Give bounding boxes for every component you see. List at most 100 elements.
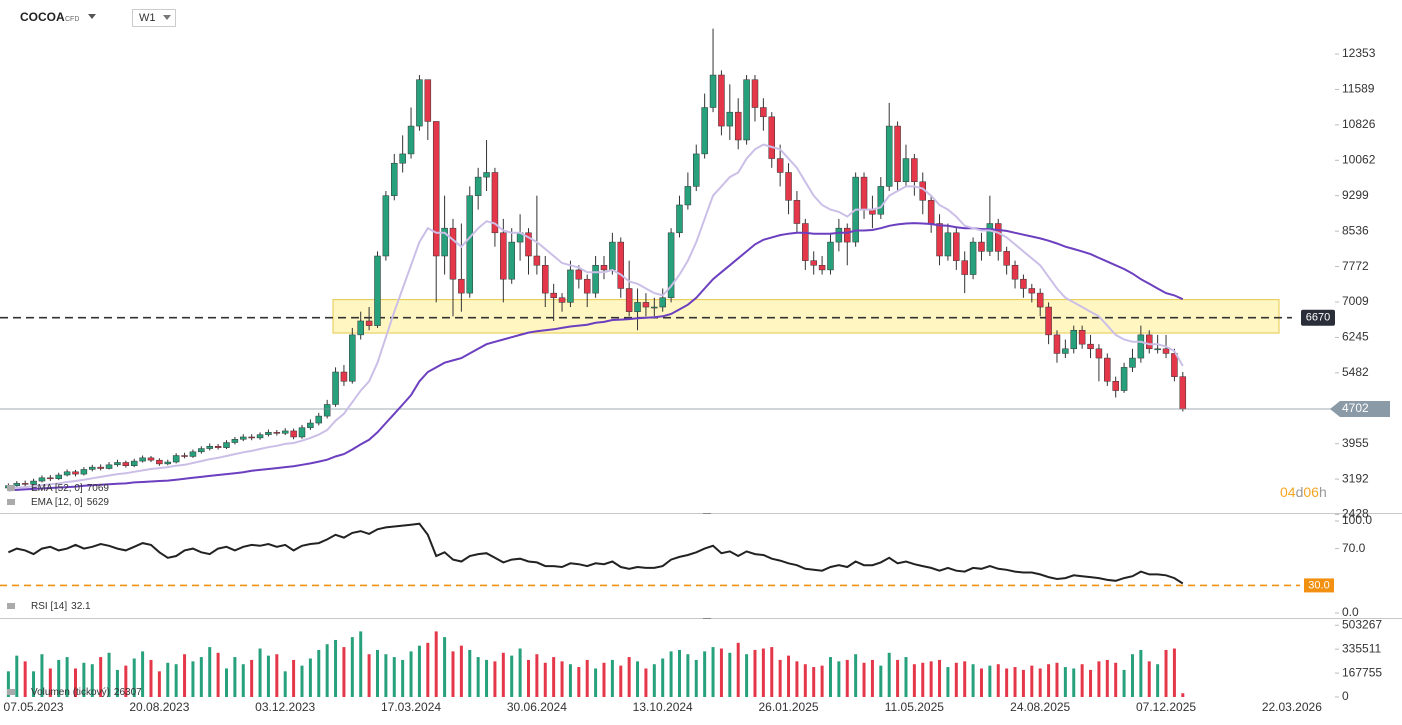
volume-bar	[32, 671, 36, 697]
x-tick-label: 30.06.2024	[507, 700, 567, 714]
volume-bar	[594, 668, 598, 697]
volume-bar	[275, 654, 279, 697]
timer-part: 04	[1280, 484, 1296, 500]
candle-body	[1154, 348, 1161, 351]
candle-body	[1087, 343, 1094, 350]
candle-body	[944, 232, 952, 257]
volume-bar	[141, 651, 145, 697]
volume-bar	[476, 657, 480, 697]
volume-bar	[870, 659, 874, 697]
candle-body	[902, 158, 910, 183]
timeframe-box[interactable]	[132, 9, 176, 27]
candle-body	[810, 260, 817, 266]
volume-bar	[652, 664, 656, 697]
level-tag	[1301, 309, 1335, 326]
volume-bar	[392, 657, 396, 697]
candle-body	[961, 260, 968, 275]
x-tick-label: 03.12.2023	[255, 700, 315, 714]
candle-body	[651, 306, 658, 309]
candle-body	[1129, 357, 1136, 368]
legend-value: 26307	[114, 687, 142, 698]
candle-body	[483, 172, 490, 178]
candle-body	[80, 469, 88, 475]
volume-bar	[6, 671, 10, 697]
volume-bar	[82, 662, 86, 697]
candle-body	[1146, 334, 1153, 350]
legend-entry: EMA [12, 0] 5629	[31, 497, 109, 508]
volume-bar	[552, 657, 556, 697]
candle-body	[105, 464, 113, 469]
candle-body	[298, 427, 306, 438]
legend-entry: RSI [14] 32.1	[31, 601, 91, 612]
volume-bar	[283, 671, 287, 697]
y-tick-label: 335511	[1342, 641, 1381, 655]
symbol-dropdown[interactable]	[88, 14, 96, 19]
candle-body	[89, 466, 96, 470]
volume-bar	[912, 664, 916, 697]
volume-bar	[971, 664, 975, 697]
volume-bar	[787, 655, 791, 697]
candle-body	[248, 436, 255, 439]
volume-bar	[15, 655, 19, 697]
volume-bar	[1130, 654, 1134, 697]
candle-body	[424, 79, 432, 122]
volume-bar	[292, 659, 296, 697]
candle-body	[1036, 292, 1044, 308]
volume-bar	[241, 664, 245, 697]
candle-body	[642, 302, 650, 308]
candle-body	[97, 466, 104, 469]
volume-bar	[1030, 665, 1034, 697]
candle-body	[30, 480, 37, 485]
volume-bar	[753, 649, 757, 697]
volume-bar	[526, 659, 530, 697]
candle-body	[181, 455, 188, 457]
candle-body	[1104, 357, 1111, 382]
volume-bar	[694, 659, 698, 697]
volume-bar	[191, 661, 195, 697]
candle-body	[542, 265, 549, 294]
volume-bar	[199, 657, 203, 697]
candle-body	[273, 432, 281, 434]
volume-bar	[1055, 662, 1059, 697]
timeframe-dropdown[interactable]	[163, 15, 171, 20]
candle-body	[198, 448, 205, 453]
volume-bar	[107, 652, 111, 697]
y-tick-label: 2428	[1342, 507, 1369, 521]
volume-bar	[1038, 668, 1042, 697]
y-tick-label: 6245	[1342, 330, 1369, 344]
candle-body	[718, 74, 725, 127]
x-tick-label: 20.08.2023	[129, 700, 189, 714]
volume-bar	[988, 665, 992, 697]
candle-body	[701, 107, 708, 155]
candle-body	[877, 186, 885, 215]
candle-body	[978, 241, 985, 252]
bar-timer: 04d06h	[1280, 484, 1327, 500]
candle-body	[1179, 376, 1187, 410]
timeframe[interactable]: W1	[139, 12, 156, 24]
x-tick-label: 17.03.2024	[381, 700, 441, 714]
candle-body	[592, 265, 599, 294]
candle-body	[751, 79, 759, 108]
symbol[interactable]: COCOA	[20, 10, 65, 24]
candle-body	[625, 288, 633, 312]
oversold-tag	[1304, 578, 1334, 593]
candle-body	[609, 241, 616, 271]
legend-entry: Volumen (tickový) 26307	[31, 687, 142, 698]
volume-bar	[610, 659, 614, 697]
y-tick-label: 167755	[1342, 665, 1382, 679]
y-tick-label: 9299	[1342, 188, 1369, 202]
y-tick-label: 11589	[1342, 82, 1375, 96]
candle-body	[911, 158, 918, 183]
candle-body	[281, 430, 289, 434]
volume-bar	[1114, 662, 1118, 697]
candle-body	[885, 125, 893, 187]
volume-bar	[132, 658, 136, 697]
x-tick-label: 26.01.2025	[759, 700, 819, 714]
y-tick-label: 3192	[1342, 471, 1369, 485]
candle-body	[659, 297, 666, 308]
candle-body	[835, 227, 843, 243]
x-tick-label: 11.05.2025	[885, 700, 944, 714]
volume-bar	[854, 654, 858, 697]
volume-bar	[434, 631, 438, 697]
candle-body	[995, 223, 1002, 252]
